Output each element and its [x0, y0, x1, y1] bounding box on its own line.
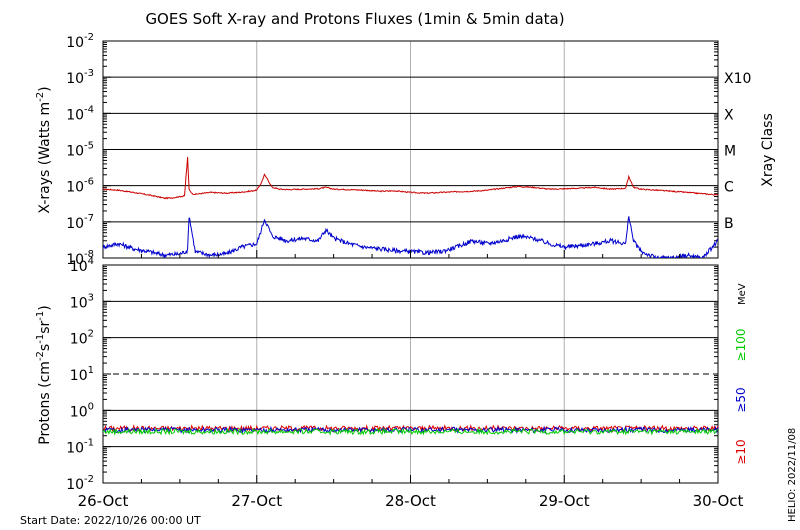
- proton-series-line: [102, 423, 719, 433]
- xray-series-line: [103, 157, 718, 200]
- xray-y-tick-label: 10-2: [66, 32, 94, 51]
- xray-y-axis-title: X-rays (Watts m-2): [35, 86, 53, 213]
- proton-y-tick-label: 102: [70, 329, 94, 348]
- xray-class-label: C: [724, 180, 734, 196]
- xray-y-tick-label: 10-5: [66, 141, 94, 160]
- x-tick-label: 30-Oct: [693, 492, 744, 510]
- xray-class-label: M: [724, 144, 736, 160]
- credit-label: HELIO: 2022/11/08: [787, 428, 798, 522]
- xray-class-label: B: [724, 216, 734, 232]
- x-tick-label: 28-Oct: [385, 492, 436, 510]
- proton-y-tick-label: 104: [70, 256, 94, 275]
- proton-legend-label: ≥100: [734, 329, 748, 362]
- xray-class-axis-title: Xray Class: [760, 113, 776, 187]
- x-tick-label: 27-Oct: [231, 492, 282, 510]
- proton-y-tick-label: 103: [70, 292, 94, 311]
- proton-legend-label: ≥10: [734, 439, 748, 464]
- xray-y-tick-label: 10-3: [66, 68, 94, 87]
- proton-legend-label: ≥50: [734, 387, 748, 412]
- xray-class-label: X: [724, 107, 734, 123]
- proton-y-axis-title: Protons (cm-2s-1sr-1): [35, 305, 53, 444]
- proton-y-tick-label: 100: [70, 401, 94, 420]
- xray-y-tick-label: 10-4: [66, 104, 94, 123]
- proton-panel: 10-2 10-1 100 101 102 103 104 Protons (cm-2s-1s…: [35, 256, 748, 493]
- xray-y-tick-label: 10-8: [66, 249, 94, 268]
- proton-y-tick-label: 10-1: [66, 438, 94, 457]
- xray-class-label: X10: [724, 71, 751, 87]
- proton-y-tick-label: 101: [70, 365, 94, 384]
- xray-panel: 10-8 10-7 10-6 10-5 10-4 10-3 10-2 X10 X M C B Xray …: [35, 32, 776, 268]
- chart-title: GOES Soft X-ray and Protons Fluxes (1min…: [145, 10, 564, 28]
- x-tick-label: 29-Oct: [539, 492, 590, 510]
- x-tick-label: 26-Oct: [78, 492, 129, 510]
- xray-y-tick-label: 10-6: [66, 177, 94, 196]
- proton-y-tick-label: 10-2: [66, 474, 94, 493]
- time-axis: 26-Oct 27-Oct 28-Oct 29-Oct 30-Oct: [78, 250, 744, 510]
- xray-y-tick-label: 10-7: [66, 213, 94, 232]
- start-date-label: Start Date: 2022/10/26 00:00 UT: [20, 514, 201, 527]
- energy-unit-label: MeV: [737, 283, 748, 305]
- proton-series-line: [102, 427, 719, 436]
